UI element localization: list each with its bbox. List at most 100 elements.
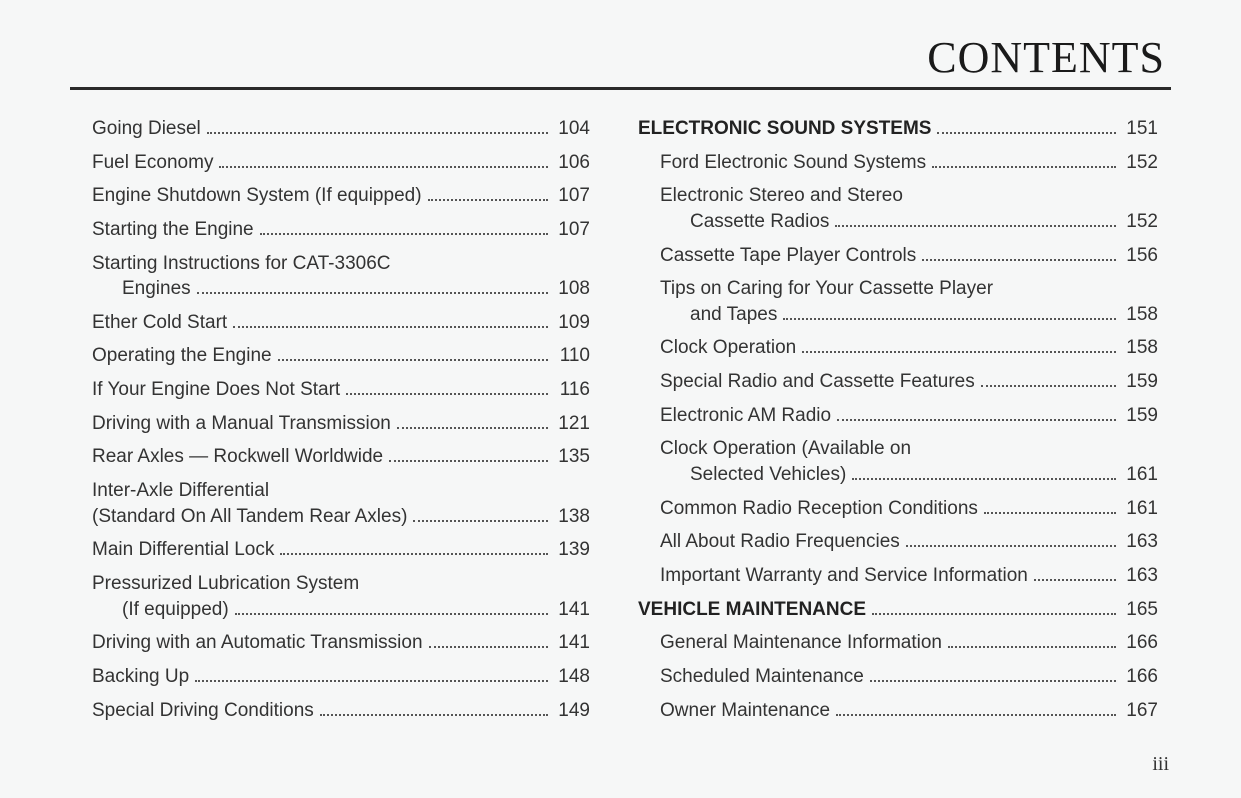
toc-page-number: 161: [1122, 496, 1158, 522]
toc-entry: All About Radio Frequencies163: [638, 529, 1158, 555]
toc-page-number: 135: [554, 444, 590, 470]
toc-page-number: 151: [1122, 116, 1158, 142]
toc-entry: Operating the Engine110: [70, 343, 590, 369]
toc-page-number: 158: [1122, 302, 1158, 328]
toc-entry: Common Radio Reception Conditions 161: [638, 496, 1158, 522]
toc-page-number: 158: [1122, 335, 1158, 361]
toc-leader: [872, 599, 1116, 614]
toc-entry: Main Differential Lock139: [70, 537, 590, 563]
toc-entry: Going Diesel104: [70, 116, 590, 142]
toc-leader: [870, 667, 1116, 682]
toc-page-number: 110: [554, 343, 590, 369]
toc-leader: [233, 313, 548, 328]
toc-label: Special Radio and Cassette Features: [660, 369, 975, 395]
toc-label: VEHICLE MAINTENANCE: [638, 597, 866, 623]
toc-page-number: 159: [1122, 403, 1158, 429]
toc-entry: Clock Operation (Available onSelected Ve…: [638, 436, 1158, 487]
toc-page-number: 106: [554, 150, 590, 176]
toc-leader: [197, 279, 548, 294]
toc-leader: [783, 305, 1116, 320]
toc-entry: Scheduled Maintenance166: [638, 664, 1158, 690]
toc-entry: Clock Operation 158: [638, 335, 1158, 361]
toc-subline: and Tapes 158: [660, 302, 1158, 328]
toc-label: General Maintenance Information: [660, 630, 942, 656]
toc-leader: [852, 465, 1116, 480]
toc-leader: [932, 152, 1116, 167]
toc-label: Owner Maintenance: [660, 698, 830, 724]
toc-entry: Ford Electronic Sound Systems152: [638, 150, 1158, 176]
toc-leader: [260, 220, 548, 235]
toc-label: (Standard On All Tandem Rear Axles): [92, 504, 407, 530]
toc-label: and Tapes: [690, 302, 777, 328]
toc-leader: [802, 338, 1116, 353]
toc-entry: If Your Engine Does Not Start116: [70, 377, 590, 403]
toc-page-number: 161: [1122, 462, 1158, 488]
toc-subline: (Standard On All Tandem Rear Axles)138: [92, 504, 590, 530]
toc-leader: [280, 540, 548, 555]
toc-page-number: 166: [1122, 630, 1158, 656]
toc-leader: [948, 633, 1116, 648]
toc-leader: [346, 380, 548, 395]
toc-entry: Pressurized Lubrication System(If equipp…: [70, 571, 590, 622]
toc-label: Clock Operation: [660, 335, 796, 361]
columns: Going Diesel104 Fuel Economy 106 Engine Shu…: [70, 108, 1171, 731]
toc-leader: [428, 186, 548, 201]
toc-leader: [235, 599, 548, 614]
toc-label: Pressurized Lubrication System: [92, 571, 590, 597]
toc-label: (If equipped): [122, 597, 229, 623]
toc-leader: [320, 700, 548, 715]
page-folio: iii: [1152, 753, 1169, 776]
toc-page-number: 159: [1122, 369, 1158, 395]
toc-section: ELECTRONIC SOUND SYSTEMS 151: [638, 116, 1158, 142]
toc-label: Clock Operation (Available on: [660, 436, 1158, 462]
toc-label: ELECTRONIC SOUND SYSTEMS: [638, 116, 931, 142]
toc-page-number: 139: [554, 537, 590, 563]
toc-leader: [397, 414, 548, 429]
toc-subline: Engines108: [92, 276, 590, 302]
toc-page-number: 109: [554, 310, 590, 336]
toc-page-number: 152: [1122, 209, 1158, 235]
toc-entry: Backing Up148: [70, 664, 590, 690]
toc-entry: Driving with an Automatic Transmission 14…: [70, 630, 590, 656]
toc-label: Tips on Caring for Your Cassette Player: [660, 276, 1158, 302]
toc-entry: Electronic Stereo and StereoCassette Rad…: [638, 183, 1158, 234]
toc-label: Electronic AM Radio: [660, 403, 831, 429]
toc-label: Engine Shutdown System (If equipped): [92, 183, 422, 209]
toc-entry: Fuel Economy 106: [70, 150, 590, 176]
toc-page-number: 163: [1122, 563, 1158, 589]
toc-label: Selected Vehicles): [690, 462, 846, 488]
toc-leader: [429, 633, 548, 648]
toc-page-number: 116: [554, 377, 590, 403]
toc-page-number: 167: [1122, 698, 1158, 724]
toc-label: Scheduled Maintenance: [660, 664, 864, 690]
toc-leader: [389, 447, 548, 462]
toc-label: Ether Cold Start: [92, 310, 227, 336]
toc-entry: Tips on Caring for Your Cassette Playera…: [638, 276, 1158, 327]
toc-label: Starting Instructions for CAT-3306C: [92, 251, 590, 277]
toc-leader: [906, 532, 1116, 547]
toc-label: Cassette Tape Player Controls: [660, 243, 916, 269]
toc-leader: [937, 119, 1116, 134]
toc-label: Fuel Economy: [92, 150, 213, 176]
toc-label: Common Radio Reception Conditions: [660, 496, 978, 522]
toc-label: Driving with a Manual Transmission: [92, 411, 391, 437]
toc-leader: [922, 245, 1116, 260]
toc-subline: (If equipped)141: [92, 597, 590, 623]
toc-page-number: 121: [554, 411, 590, 437]
toc-leader: [278, 346, 548, 361]
toc-leader: [1034, 566, 1116, 581]
toc-entry: Driving with a Manual Transmission 121: [70, 411, 590, 437]
toc-page-number: 141: [554, 630, 590, 656]
toc-subline: Cassette Radios152: [660, 209, 1158, 235]
toc-label: Special Driving Conditions: [92, 698, 314, 724]
toc-entry: Owner Maintenance 167: [638, 698, 1158, 724]
toc-label: Ford Electronic Sound Systems: [660, 150, 926, 176]
toc-label: Going Diesel: [92, 116, 201, 142]
toc-label: Inter-Axle Differential: [92, 478, 590, 504]
toc-label: Driving with an Automatic Transmission: [92, 630, 423, 656]
toc-leader: [207, 119, 548, 134]
toc-page-number: 156: [1122, 243, 1158, 269]
toc-page-number: 165: [1122, 597, 1158, 623]
page-title: CONTENTS: [70, 32, 1171, 83]
toc-page-number: 108: [554, 276, 590, 302]
